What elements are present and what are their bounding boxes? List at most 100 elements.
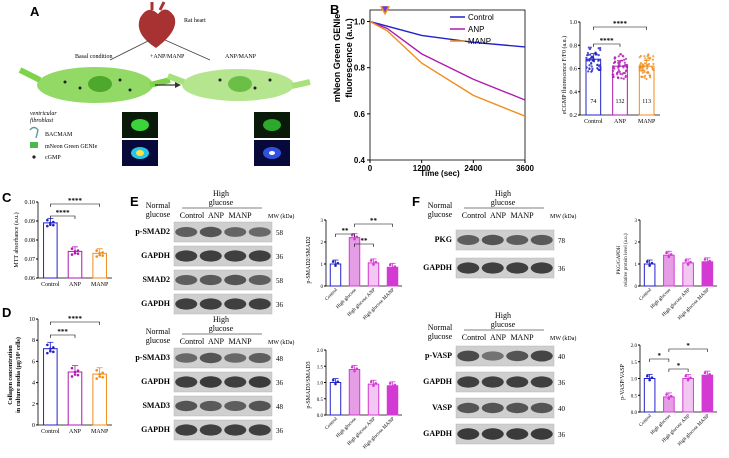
blot-strip-4 [173, 347, 273, 369]
data-point [622, 77, 625, 80]
b-line-ytick-label: 0.6 [354, 110, 366, 119]
data-point [388, 263, 392, 267]
bar-ytick-label: 0.0 [317, 414, 324, 419]
blot-strip-3 [173, 293, 273, 315]
data-point [645, 77, 648, 81]
data-point [372, 384, 375, 387]
blot-mw-5: 36 [276, 379, 284, 387]
f-bot-col-1: ANP [490, 333, 507, 342]
blot-band [481, 376, 504, 388]
data-point [591, 59, 594, 62]
bar-category-label: Control [639, 413, 654, 428]
blot-band [248, 250, 271, 262]
genie-icon [30, 142, 38, 148]
data-point [95, 369, 98, 372]
data-point [393, 265, 397, 268]
blot-label-0: PKG [435, 235, 452, 244]
blot-band [506, 376, 529, 388]
significance-bracket [50, 215, 76, 219]
bacmam-icon [29, 126, 39, 139]
panel-f-label: F [412, 194, 420, 209]
data-point [76, 373, 80, 377]
significance-bracket [50, 334, 76, 338]
e-bar1-ylabel: p-SMAD2/SMAD2 [306, 236, 312, 283]
significance-bracket [50, 203, 100, 207]
data-point [611, 73, 614, 76]
f-top-high-glucose-1: High [495, 190, 511, 198]
data-point [76, 252, 80, 255]
data-point [599, 66, 602, 69]
bar [386, 385, 399, 416]
data-point [646, 66, 649, 69]
blot-band [481, 402, 504, 414]
data-point [101, 254, 104, 257]
data-point [588, 47, 591, 51]
data-point [331, 378, 335, 382]
blot-mw-3: 36 [558, 379, 566, 387]
blot-band [175, 298, 198, 310]
data-point [638, 56, 641, 59]
blot-band [530, 234, 553, 246]
legend-cgmp: cGMP [45, 155, 61, 161]
blot-band [248, 424, 271, 436]
blot-strip-2 [173, 269, 273, 291]
data-point [49, 347, 52, 350]
blot-band [506, 350, 529, 362]
bar-category-label: Control [41, 282, 60, 288]
data-point [624, 57, 628, 60]
f-bar1-ylabel-1: PKG/GAPDH [617, 245, 622, 274]
data-point [624, 70, 628, 73]
data-point [642, 65, 645, 68]
data-point [46, 351, 49, 355]
data-point [611, 69, 615, 73]
b-line-series-anp [369, 20, 526, 101]
data-point [626, 63, 629, 67]
blot-label-5: GAPDH [141, 377, 171, 386]
data-point [645, 260, 649, 263]
blot-band [457, 402, 480, 414]
blot-strip-5 [173, 371, 273, 393]
legend-control: Control [468, 13, 494, 22]
panel-b: B mNeon Green GENIe fluorescence (a.u.) … [330, 0, 729, 180]
blot-band [199, 352, 222, 364]
blot-strip-1 [173, 245, 273, 267]
data-point [70, 253, 74, 256]
blot-band [175, 424, 198, 436]
bar-category-label: Control [584, 119, 603, 125]
significance-label: * [658, 352, 662, 360]
blot-strip-3 [455, 371, 555, 393]
bar [67, 371, 83, 426]
significance-label: * [686, 342, 690, 350]
data-point [612, 75, 615, 78]
legend-bacmam: BACMAM [45, 132, 73, 138]
data-point [689, 260, 692, 264]
data-point [353, 237, 356, 241]
data-point [643, 62, 647, 65]
f-bar1: PKG/GAPDH relative protein level (a.u.) 3 2… [617, 219, 717, 321]
blot-mw-4: 40 [558, 405, 566, 413]
blot-mw-2: 40 [558, 353, 566, 361]
bar [585, 58, 602, 116]
data-point [617, 69, 620, 72]
bar-ytick-label: 1.0 [570, 20, 578, 26]
data-point [95, 377, 98, 380]
bar [43, 222, 58, 279]
blot-mw-0: 58 [276, 229, 284, 237]
bar-category-label: Control [639, 287, 654, 302]
bar-ytick-label: 0.5 [317, 398, 324, 403]
blot-band [481, 234, 504, 246]
bar-ytick-label: 2.0 [631, 344, 638, 349]
data-point [643, 69, 646, 72]
data-point [617, 62, 620, 65]
data-point [76, 369, 80, 373]
data-point [588, 58, 591, 62]
bar-ytick-label: 8 [32, 338, 35, 344]
significance-label: *** [57, 328, 68, 336]
significance-label: **** [56, 209, 71, 217]
b-line-ylabel-1: mNeon Green GENIe [332, 14, 342, 103]
blot-band [199, 376, 222, 388]
data-point [618, 65, 621, 68]
e-bot-col-2: MANP [228, 337, 252, 346]
data-point [665, 251, 668, 255]
data-point [73, 250, 77, 253]
